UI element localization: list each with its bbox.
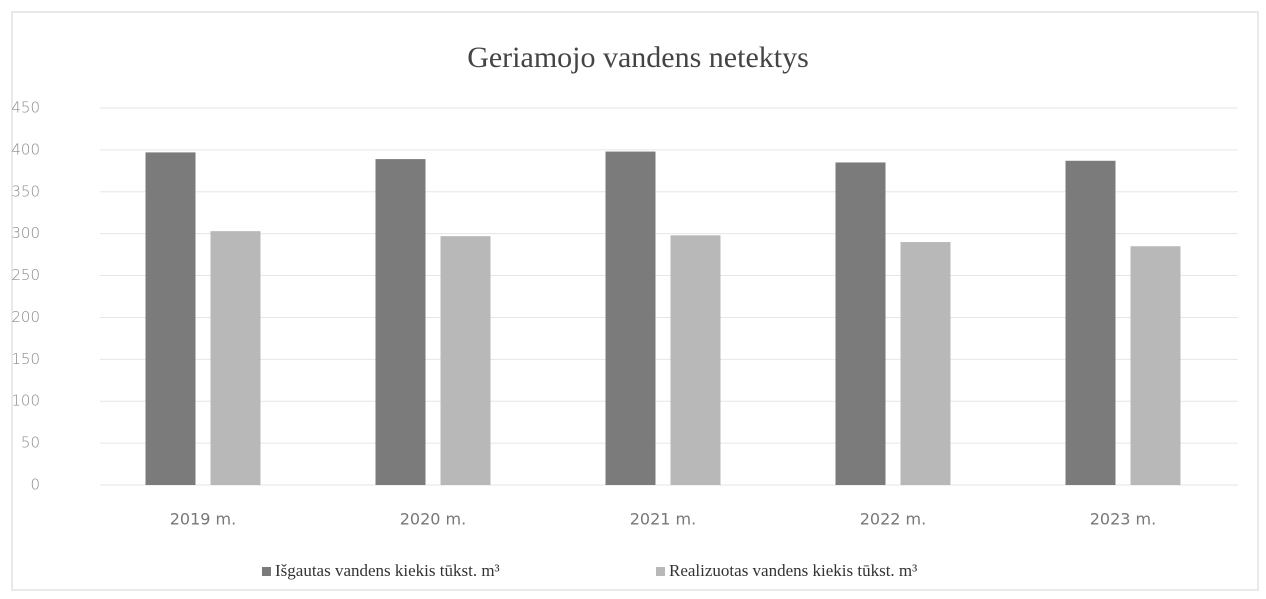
y-tick-label: 0 — [30, 476, 40, 494]
bar — [900, 242, 951, 485]
legend-label: Išgautas vandens kiekis tūkst. m³ — [275, 561, 500, 580]
x-tick-label: 2019 m. — [170, 510, 236, 529]
bar — [1130, 246, 1181, 485]
y-tick-label: 300 — [11, 224, 40, 242]
y-tick-label: 250 — [11, 266, 40, 284]
bar — [835, 162, 886, 485]
bar — [375, 159, 426, 486]
chart-title: Geriamojo vandens netektys — [467, 41, 809, 74]
y-tick-label: 450 — [11, 99, 40, 117]
x-tick-label: 2021 m. — [630, 510, 696, 529]
bar — [145, 152, 196, 485]
bar — [1065, 160, 1116, 485]
x-tick-label: 2020 m. — [400, 510, 466, 529]
legend-swatch — [656, 567, 665, 576]
y-tick-label: 50 — [21, 434, 40, 452]
x-tick-label: 2023 m. — [1090, 510, 1156, 529]
x-tick-label: 2022 m. — [860, 510, 926, 529]
bar — [440, 236, 491, 485]
y-tick-label: 350 — [11, 182, 40, 200]
y-tick-label: 100 — [11, 392, 40, 410]
bar — [210, 231, 261, 485]
legend-label: Realizuotas vandens kiekis tūkst. m³ — [669, 561, 917, 580]
bar — [605, 151, 656, 485]
bar — [670, 235, 721, 485]
y-tick-label: 200 — [11, 308, 40, 326]
y-tick-label: 150 — [11, 350, 40, 368]
legend-swatch — [262, 567, 271, 576]
y-tick-label: 400 — [11, 140, 40, 158]
